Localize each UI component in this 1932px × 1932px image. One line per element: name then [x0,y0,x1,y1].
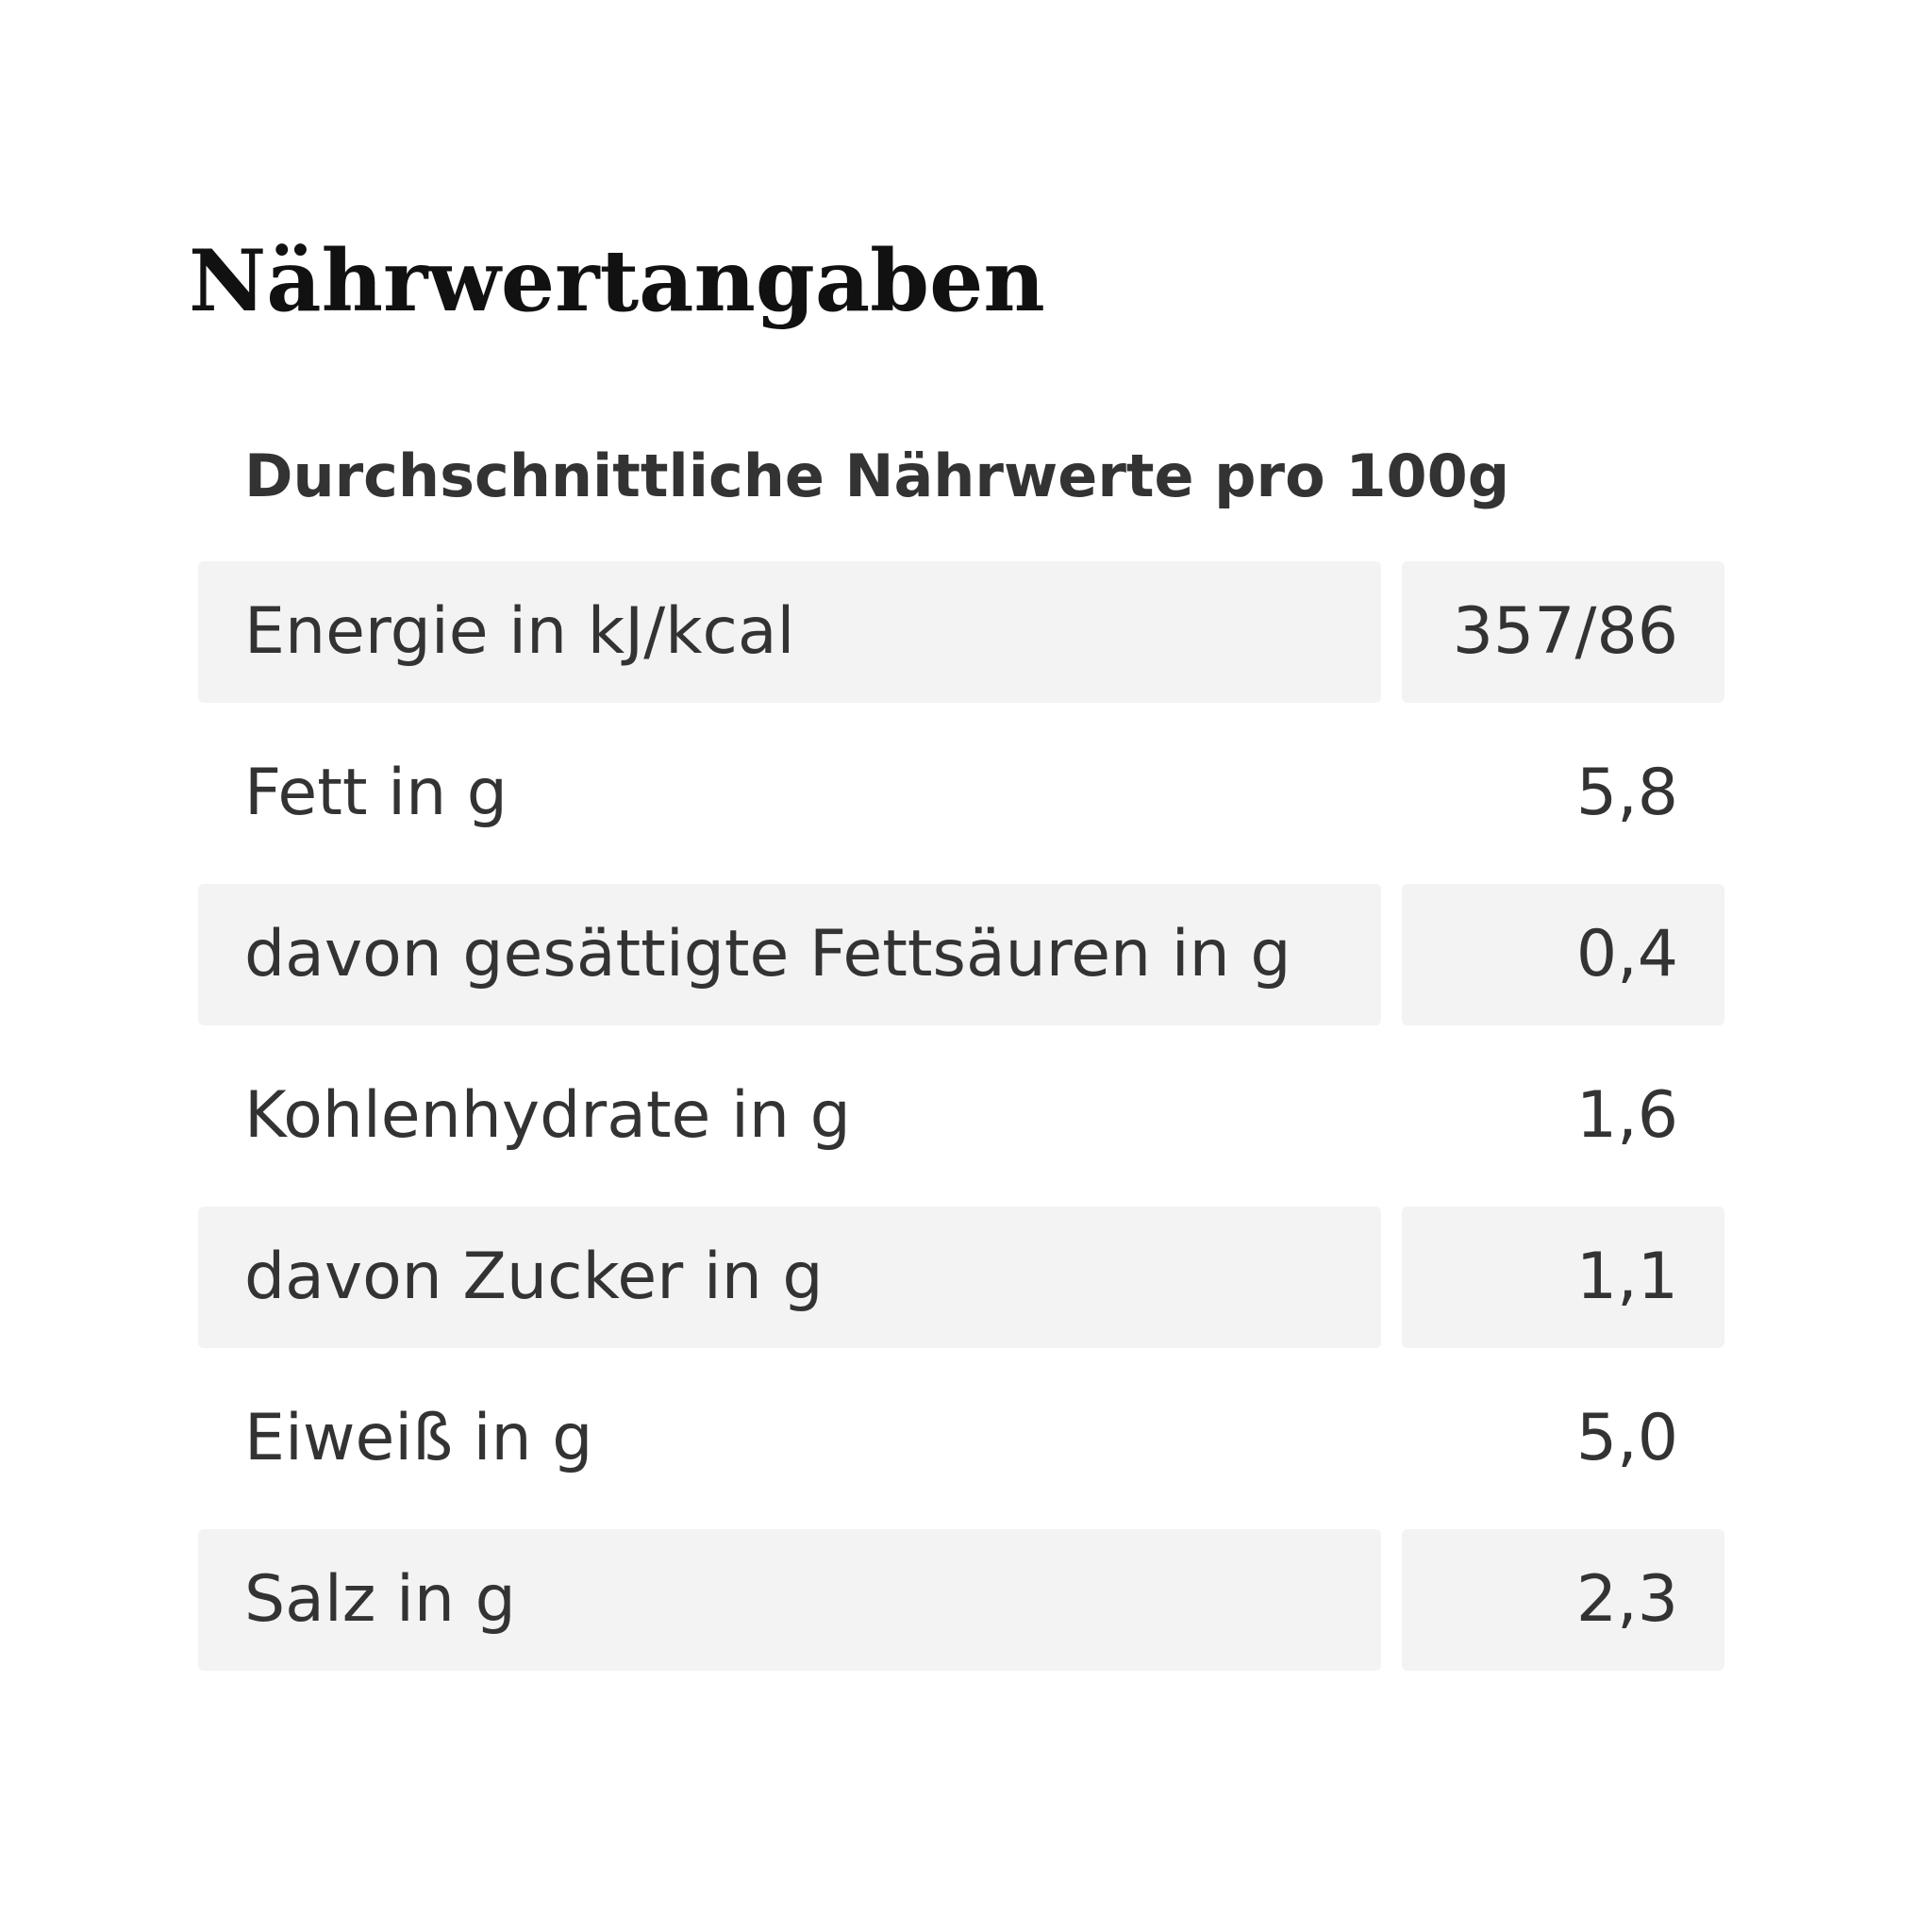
table-row: Energie in kJ/kcal 357/86 [198,561,1724,703]
table-row: Salz in g 2,3 [198,1529,1724,1671]
table-row: davon gesättigte Fettsäuren in g 0,4 [198,884,1724,1025]
title: Nährwertangaben [189,231,1045,331]
row-value: 5,0 [1575,1401,1678,1475]
table-row: Eiweiß in g 5,0 [198,1368,1724,1509]
row-label: Energie in kJ/kcal [198,561,1381,703]
row-label: Salz in g [198,1529,1381,1671]
row-value: 2,3 [1402,1529,1724,1671]
row-value: 5,8 [1575,756,1678,830]
table-caption: Durchschnittliche Nährwerte pro 100g [244,441,1510,510]
table-row: Kohlenhydrate in g 1,6 [198,1045,1724,1187]
row-value: 1,1 [1402,1207,1724,1348]
row-value: 357/86 [1402,561,1724,703]
table-row: Fett in g 5,8 [198,723,1724,864]
row-label: Eiweiß in g [244,1401,593,1475]
row-value: 1,6 [1575,1078,1678,1153]
table-row: davon Zucker in g 1,1 [198,1207,1724,1348]
row-label: Fett in g [244,756,508,830]
row-value: 0,4 [1402,884,1724,1025]
row-label: Kohlenhydrate in g [244,1078,851,1153]
row-label: davon gesättigte Fettsäuren in g [198,884,1381,1025]
row-label: davon Zucker in g [198,1207,1381,1348]
